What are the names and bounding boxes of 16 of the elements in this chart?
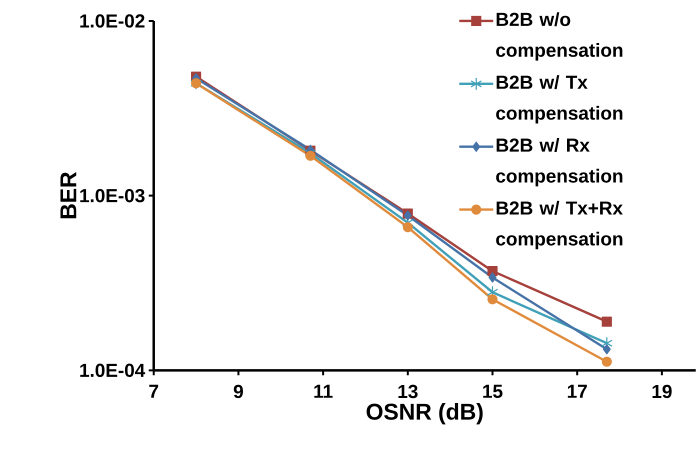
y-axis-title: BER bbox=[60, 172, 76, 218]
legend-label: B2B w/o compensation bbox=[496, 12, 622, 61]
x-tick-label: 19 bbox=[652, 384, 672, 398]
x-tick-label: 15 bbox=[483, 384, 502, 398]
legend-label: B2B w/ Rx compensation bbox=[496, 138, 622, 186]
x-tick-label: 7 bbox=[149, 384, 158, 398]
x-tick-label: 17 bbox=[568, 384, 587, 398]
x-tick-label: 13 bbox=[398, 384, 418, 398]
x-axis-title: OSNR (dB) bbox=[366, 402, 483, 424]
x-tick-label: 9 bbox=[234, 384, 243, 398]
y-tick-label: 1.0E-02 bbox=[80, 14, 144, 28]
y-tick-label: 1.0E-03 bbox=[80, 188, 145, 202]
y-tick-label: 1.0E-04 bbox=[80, 364, 146, 377]
legend-label: B2B w/ Tx+Rx compensation bbox=[496, 200, 623, 250]
x-tick-label: 11 bbox=[314, 384, 333, 398]
legend-label: B2B w/ Tx compensation bbox=[496, 75, 622, 124]
